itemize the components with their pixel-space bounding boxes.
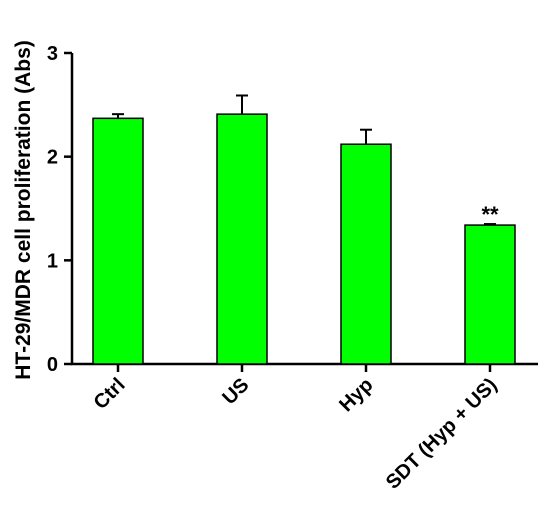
y-tick-label: 0 bbox=[47, 354, 58, 376]
bar bbox=[216, 113, 268, 365]
bar bbox=[340, 143, 392, 365]
y-tick-label: 1 bbox=[47, 250, 58, 272]
x-tick-label: Ctrl bbox=[90, 374, 130, 414]
bar bbox=[92, 117, 144, 365]
y-tick-label: 3 bbox=[47, 43, 58, 65]
y-axis-label: HT-29/MDR cell proliferation (Abs) bbox=[12, 40, 35, 380]
x-axis: Ctrl US Hyp SDT (Hyp + US) bbox=[71, 362, 538, 494]
y-tick-label: 2 bbox=[47, 147, 58, 169]
x-tick-label: US bbox=[218, 374, 253, 409]
y-axis: 0 1 2 3 bbox=[47, 43, 74, 376]
bars: ** bbox=[92, 94, 516, 365]
bar bbox=[464, 224, 516, 365]
x-tick-label: Hyp bbox=[335, 374, 377, 416]
significance-label: ** bbox=[481, 202, 499, 227]
x-tick-label: SDT (Hyp + US) bbox=[382, 374, 502, 494]
